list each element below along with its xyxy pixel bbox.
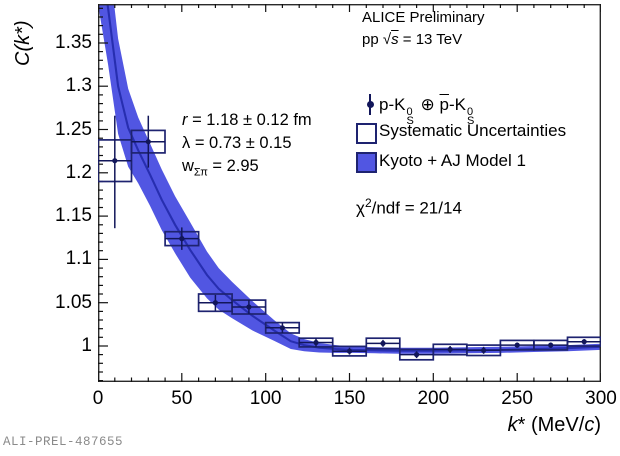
data-point [313,339,319,346]
data-point [346,348,353,354]
sqrt-s-text: s [391,31,399,48]
plot-frame [98,4,601,382]
fit-weight-line: wΣπ = 2.95 [182,157,259,179]
experiment-label: ALICE Preliminary [362,9,485,26]
data-point [279,325,285,331]
legend-data-marker-icon [366,94,374,115]
plot-area [98,4,601,382]
data-point [112,158,118,164]
x-title-close: ) [594,414,601,436]
data-point [581,339,587,345]
data-point [514,342,520,348]
y-axis-title: C(k*) [12,20,35,66]
data-point [246,304,252,310]
legend-systematics-label: Systematic Uncertainties [379,121,567,140]
x-title-k: k [507,414,518,436]
collision-system-label: pp √s = 13 TeV [362,31,462,48]
model-band [98,4,601,354]
pp-text: pp [362,31,383,48]
x-tick-label: 150 [333,388,366,409]
x-tick-label: 50 [171,388,193,409]
energy-text: = 13 TeV [398,31,463,48]
data-point [447,346,453,352]
chi2-ndf-label: χ2/ndf = 21/14 [356,196,462,218]
data-point [380,340,386,346]
data-point [179,236,185,242]
x-title-units: * (MeV/ [517,414,585,436]
data-point [481,347,487,353]
x-tick-label: 100 [249,388,282,409]
model-center-line [106,4,601,352]
data-point [548,342,554,348]
y-tick-label: 1 [81,334,92,356]
y-axis-title-text: C(k*) [12,20,34,66]
x-axis-title: k* (MeV/c) [508,414,601,437]
x-title-c: c [584,414,595,436]
fit-lambda-line: λ = 0.73 ± 0.15 [182,134,292,152]
antiproton-text: p [439,95,449,114]
x-tick-label: 0 [92,388,104,409]
systematic-uncertainty-box-icon [356,123,377,144]
data-points [112,139,587,358]
oplus-symbol: ⊕ [415,95,440,114]
y-tick-label: 1.15 [55,205,92,227]
particle-mid: -K [448,95,466,114]
y-tick-label: 1.3 [65,75,92,97]
y-tick-label: 1.2 [65,161,92,183]
x-tick-label: 250 [501,388,533,409]
legend-model-label: Kyoto + AJ Model 1 [379,151,526,170]
fit-radius-line: r = 1.18 ± 0.12 fm [182,111,312,129]
x-tick-label: 200 [417,388,450,409]
sqrt-symbol: √ [382,31,392,48]
x-tick-label: 300 [585,388,617,409]
y-tick-label: 1.25 [55,118,92,140]
particle-prefix: p-K [379,95,406,114]
marker-dot-icon [366,101,374,108]
y-tick-label: 1.05 [55,291,92,313]
data-point [145,139,151,145]
y-tick-label: 1.35 [55,31,92,53]
model-band-swatch-icon [356,152,377,173]
figure-id-watermark: ALI-PREL-487655 [3,435,124,449]
y-tick-label: 1.1 [65,248,92,270]
legend-data-label: p-K 0 S ⊕ p-K 0 S [379,95,476,127]
data-point [414,352,420,358]
axis-ticks [98,4,601,382]
data-point [212,300,218,306]
